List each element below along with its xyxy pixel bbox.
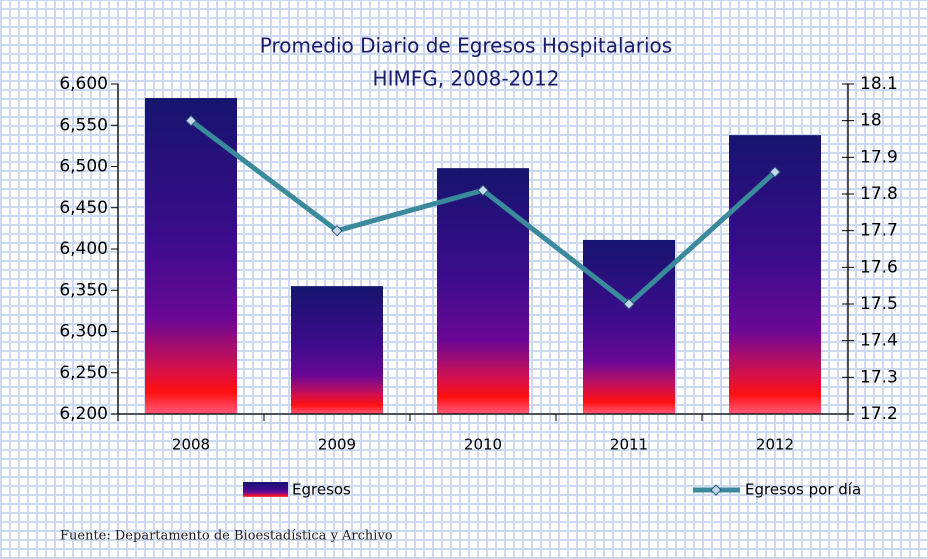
y2-tick-label: 17.3 [860, 367, 898, 387]
source-note: Fuente: Departamento de Bioestadística y… [60, 529, 393, 544]
y-tick-label: 6,400 [59, 239, 108, 259]
x-tick-label: 2008 [172, 436, 210, 454]
bar [729, 135, 821, 414]
x-tick-label: 2011 [610, 436, 648, 454]
line-marker [185, 114, 197, 127]
y-tick-label: 6,500 [59, 157, 108, 177]
bar [291, 286, 383, 414]
legend-label: Egresos por día [745, 481, 861, 499]
x-tick-label: 2009 [318, 436, 356, 454]
legend-swatch [243, 482, 288, 497]
y-tick-label: 6,250 [59, 363, 108, 383]
line-marker [623, 298, 635, 310]
x-tick-label: 2010 [464, 436, 502, 454]
legend-marker [710, 484, 722, 496]
y2-tick-label: 17.6 [860, 257, 898, 277]
y2-tick-label: 17.4 [860, 331, 898, 351]
chart-subtitle: HIMFG, 2008-2012 [373, 67, 560, 91]
legend-label: Egresos [292, 481, 351, 499]
bar [145, 98, 237, 415]
y2-tick-label: 17.7 [860, 221, 898, 241]
y-tick-label: 6,550 [59, 115, 108, 135]
y2-tick-label: 18 [860, 111, 882, 131]
y-tick-label: 6,600 [59, 74, 108, 94]
x-tick-label: 2012 [756, 436, 794, 454]
y2-tick-label: 17.5 [860, 294, 898, 314]
y2-tick-label: 17.9 [860, 147, 898, 167]
y2-tick-label: 18.1 [860, 74, 898, 94]
y-tick-label: 6,350 [59, 280, 108, 300]
line-marker [331, 224, 343, 237]
y2-tick-label: 17.2 [860, 404, 898, 424]
line-marker [477, 184, 489, 197]
y2-tick-label: 17.8 [860, 184, 898, 204]
y-tick-label: 6,450 [59, 198, 108, 218]
y-tick-label: 6,300 [59, 322, 108, 342]
chart-title: Promedio Diario de Egresos Hospitalarios [260, 34, 672, 58]
bar [437, 168, 529, 414]
y-tick-label: 6,200 [59, 404, 108, 424]
line-marker [769, 166, 781, 178]
bar [583, 239, 675, 414]
